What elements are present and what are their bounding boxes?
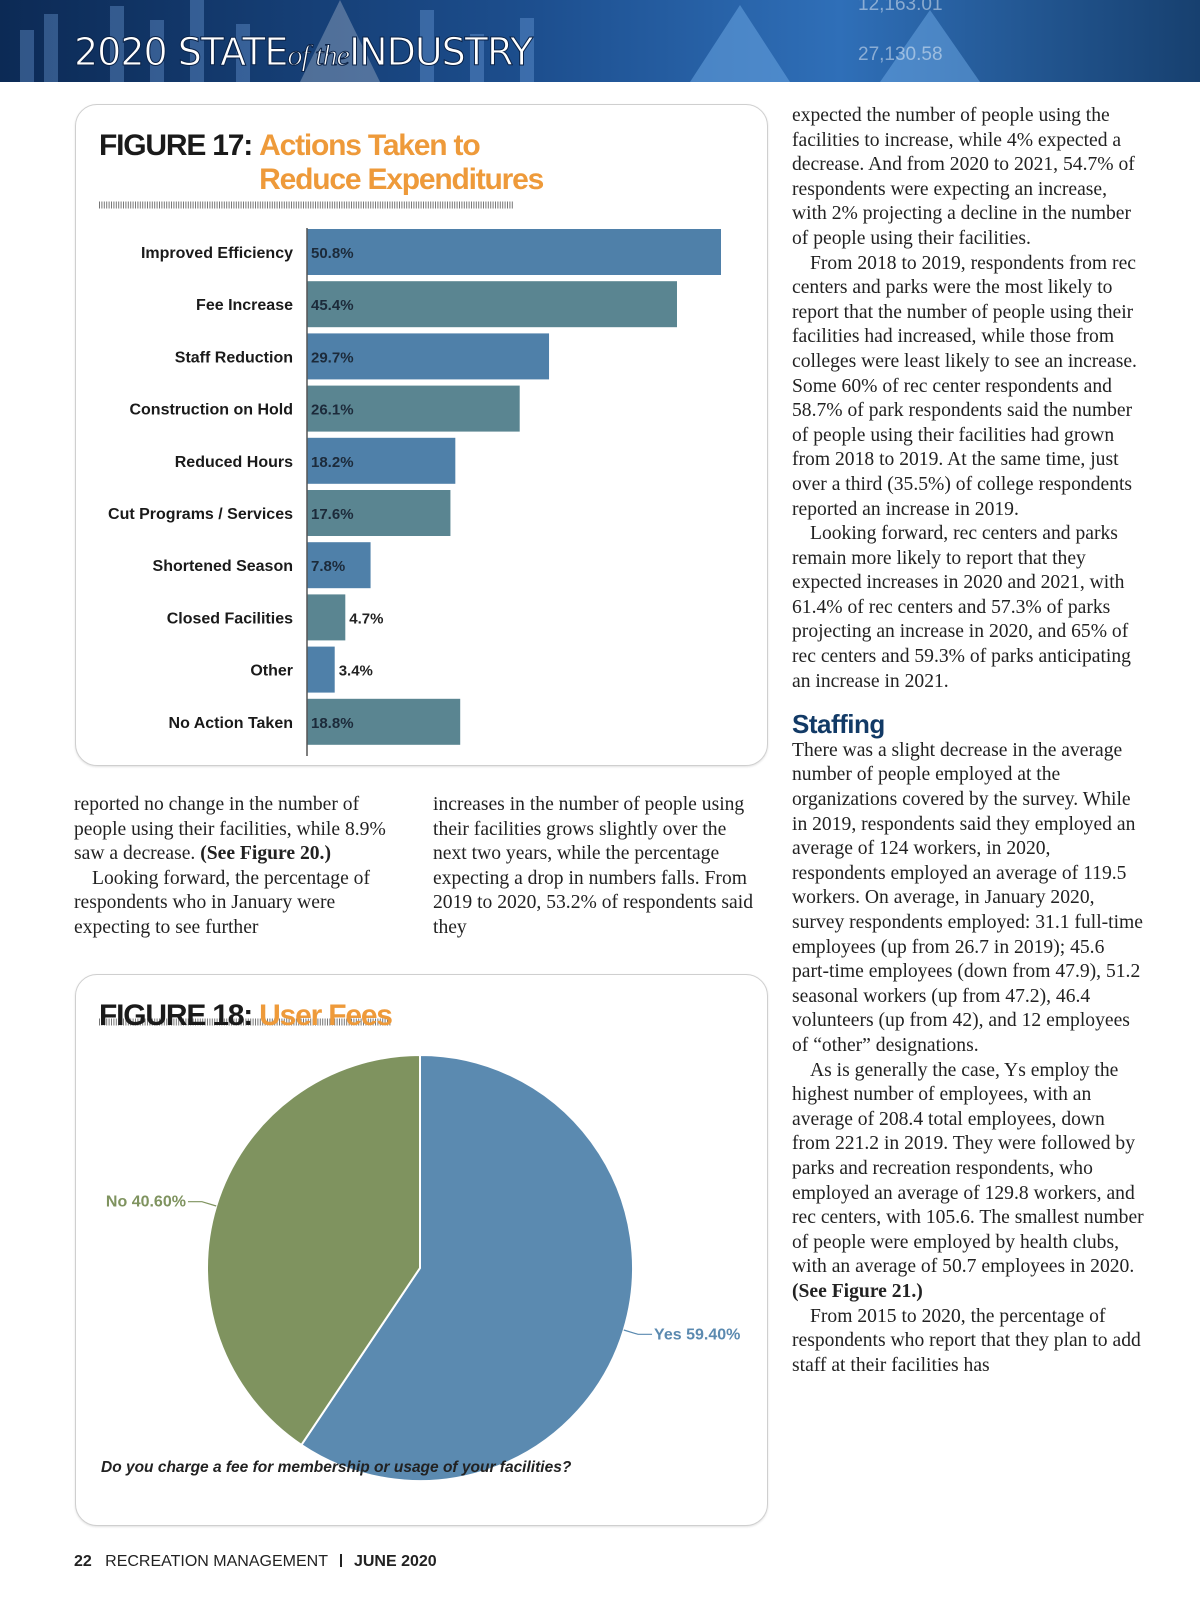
category-label: Fee Increase: [196, 297, 293, 314]
bar: [307, 281, 677, 328]
bar: [307, 542, 371, 589]
value-label: 18.8%: [311, 715, 354, 732]
value-label: 7.8%: [311, 558, 345, 575]
category-label: Closed Facilities: [167, 610, 293, 627]
banner-text: INDUSTRY: [348, 30, 533, 75]
pie-slice: [206, 1053, 421, 1447]
pie-slice: [299, 1053, 634, 1482]
paragraph: expected the number of people using the …: [792, 105, 1135, 249]
slice-category: Yes: [654, 1326, 682, 1343]
bar: [307, 490, 451, 536]
text-column: expected the number of people using the …: [792, 104, 1144, 1378]
paragraph: Looking forward, rec centers and parks r…: [792, 523, 1131, 692]
figure-ref: (See Figure 21.): [792, 1280, 923, 1302]
bar: [307, 646, 335, 693]
figure-label: FIGURE 18:: [99, 999, 253, 1032]
category-label: Shortened Season: [153, 558, 293, 575]
value-label: 17.6%: [311, 506, 354, 523]
bar: [307, 385, 520, 432]
slice-label: No 40.60%: [106, 1194, 186, 1211]
paragraph: There was a slight decrease in the avera…: [792, 739, 1143, 1056]
paragraph: Looking forward, the percentage of respo…: [74, 867, 371, 938]
category-label: No Action Taken: [169, 715, 293, 732]
value-label: 4.7%: [349, 610, 383, 627]
paragraph: From 2015 to 2020, the percentage of res…: [792, 1305, 1141, 1376]
chart-caption: Do you charge a fee for membership or us…: [101, 1459, 572, 1476]
figure-heading: FIGURE 17: Actions Taken to Reduce Expen…: [99, 129, 559, 197]
chart-title: Actions Taken to Reduce Expenditures: [259, 129, 544, 196]
value-label: 45.4%: [311, 297, 354, 314]
leader-line: [623, 1329, 653, 1335]
value-label: 3.4%: [339, 663, 373, 680]
section-heading: Staffing: [792, 709, 885, 740]
banner-text: of the: [287, 39, 350, 73]
slice-value: 40.60%: [132, 1194, 186, 1211]
text-column: reported no change in the number of peop…: [74, 793, 414, 941]
category-label: Staff Reduction: [175, 349, 293, 366]
value-label: 50.8%: [311, 245, 354, 262]
ticker: 12,163.01: [858, 0, 943, 15]
banner-title: 2020 STATEof theINDUSTRY: [73, 30, 533, 75]
paragraph: increases in the number of people using …: [433, 794, 753, 938]
category-label: Improved Efficiency: [141, 245, 293, 262]
bar-chart: Improved Efficiency 50.8% Fee Increase 45.4…: [99, 201, 721, 756]
paragraph: From 2018 to 2019, respondents from rec …: [792, 252, 1137, 520]
figure-label: FIGURE 17:: [99, 129, 253, 162]
category-label: Cut Programs / Services: [108, 506, 293, 523]
value-label: 29.7%: [311, 349, 354, 366]
pie-chart: Yes 59.40% No 40.60% Do you charge a fee f…: [99, 1018, 740, 1482]
figure-ref: (See Figure 20.): [200, 843, 331, 865]
bar: [307, 698, 461, 745]
issue: JUNE 2020: [353, 1553, 437, 1570]
ticker: 27,130.58: [858, 44, 943, 65]
paragraph: reported no change in the number of peop…: [74, 793, 414, 867]
category-label: Other: [250, 663, 293, 680]
chart-title: User Fees: [259, 999, 393, 1032]
page-number: 22: [74, 1553, 92, 1570]
figure-box: Yes 59.40% No 40.60% Do you charge a fee f…: [75, 974, 768, 1526]
banner-text: 2020 STATE: [73, 30, 288, 75]
bar: [307, 437, 456, 484]
bar: [307, 333, 550, 380]
slice-value: 59.40%: [686, 1326, 740, 1343]
value-label: 26.1%: [311, 402, 354, 419]
figure-heading: FIGURE 18: User Fees: [99, 999, 393, 1033]
text: reported no change in the number of peop…: [74, 794, 386, 865]
category-label: Construction on Hold: [129, 402, 293, 419]
banner: 12,163.01 27,130.58 2020 STATEof theINDU…: [0, 0, 1200, 82]
paragraph: As is generally the case, Ys employ the …: [792, 1059, 1144, 1305]
footer: 22 RECREATION MANAGEMENT JUNE 2020: [74, 1553, 437, 1571]
figure-box: Improved Efficiency 50.8% Fee Increase 45.4…: [75, 104, 768, 766]
banner-graphic: [20, 0, 980, 82]
bar: [307, 229, 721, 275]
bar: [307, 594, 346, 641]
slice-label: Yes 59.40%: [654, 1326, 740, 1343]
leader-line: [187, 1201, 217, 1207]
text-column: increases in the number of people using …: [433, 793, 763, 941]
category-label: Reduced Hours: [175, 454, 293, 471]
slice-category: No: [106, 1194, 128, 1211]
text: As is generally the case, Ys employ the …: [792, 1059, 1144, 1278]
separator: [339, 1554, 342, 1567]
value-label: 18.2%: [311, 454, 354, 471]
magazine: RECREATION MANAGEMENT: [105, 1553, 328, 1570]
